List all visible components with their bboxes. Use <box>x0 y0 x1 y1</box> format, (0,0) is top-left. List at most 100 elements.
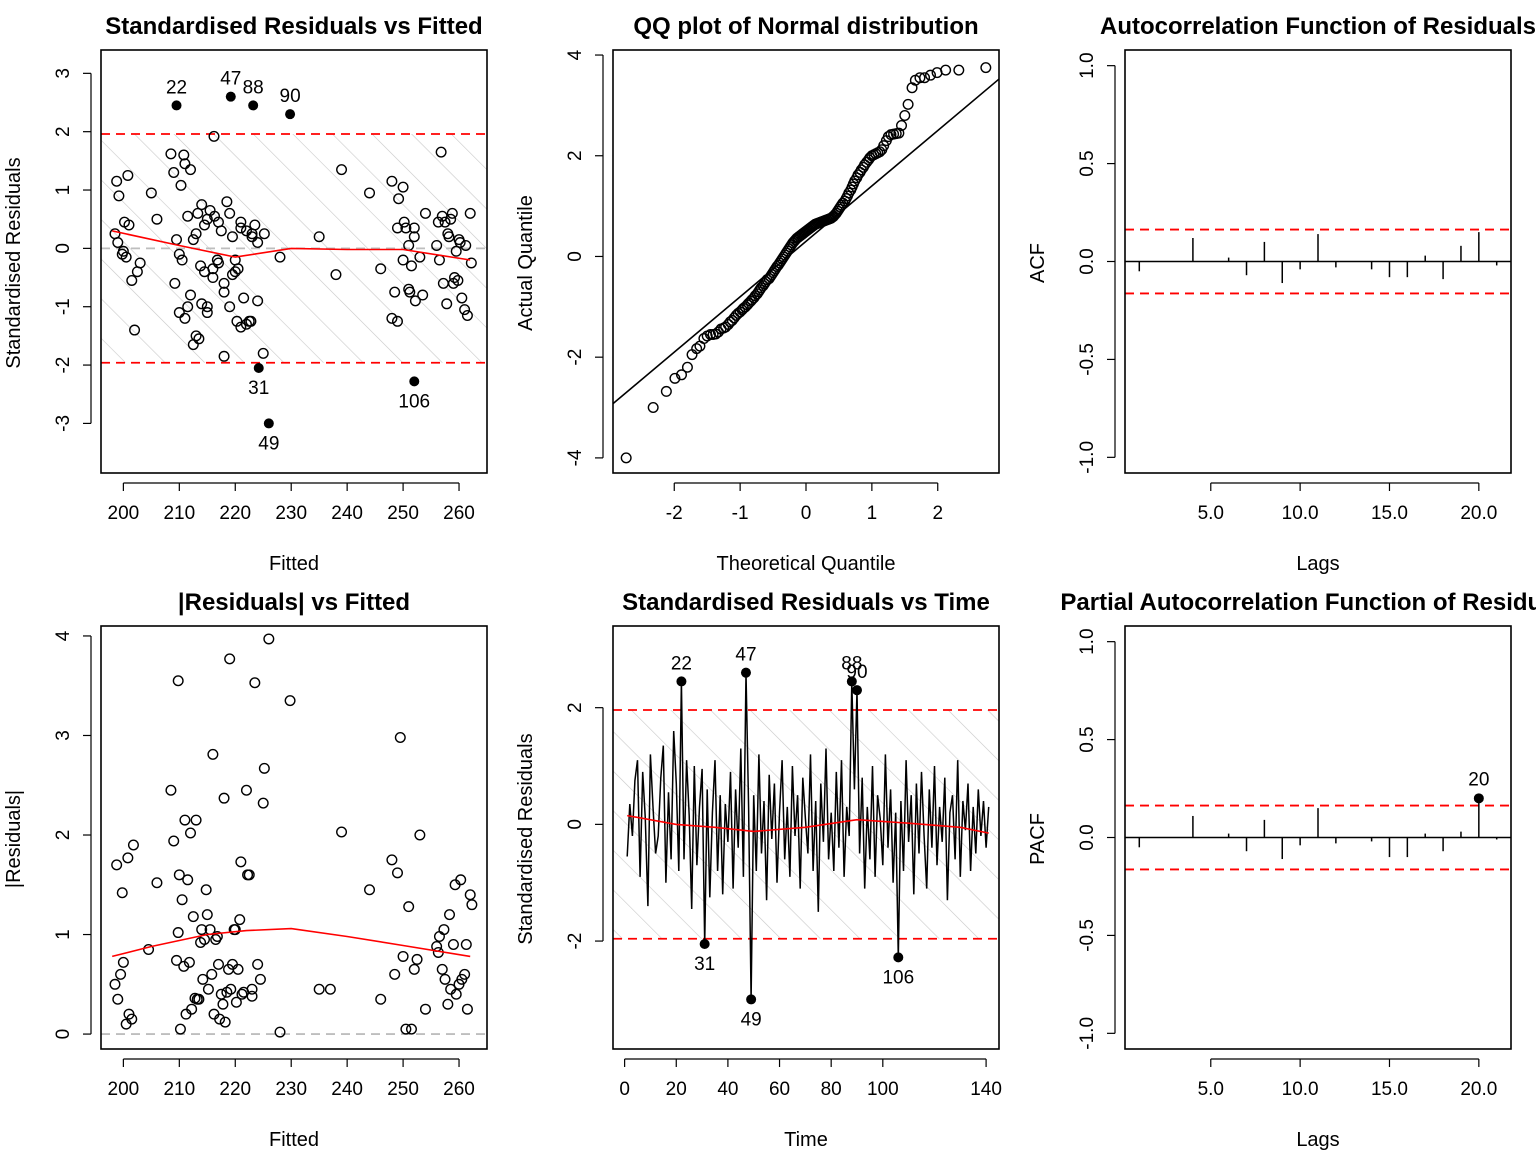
p1-point <box>126 274 138 286</box>
panel-4-title: |Residuals| vs Fitted <box>178 589 410 616</box>
p5-outlier-label: 90 <box>846 662 867 683</box>
p1-point <box>441 298 453 310</box>
p4-point <box>433 931 445 943</box>
p1-point <box>113 190 125 202</box>
p1-point <box>218 277 230 289</box>
p4-point <box>450 988 462 1000</box>
p2-point <box>906 82 918 94</box>
p4-point <box>414 829 426 841</box>
p4-point <box>143 943 155 955</box>
p4-point <box>189 992 201 1004</box>
p1-point <box>443 231 455 243</box>
p3-y-tick-label: 0.0 <box>1077 248 1098 274</box>
p1-point <box>134 257 146 269</box>
p2-y-tick-label: -4 <box>565 449 586 466</box>
p4-point <box>196 924 208 936</box>
p1-point <box>209 210 221 222</box>
p4-point <box>230 996 242 1008</box>
p4-point <box>185 827 197 839</box>
p4-point <box>459 968 471 980</box>
p3-y-tick-label: -0.5 <box>1077 343 1098 376</box>
p1-point <box>389 286 401 298</box>
p1-point <box>207 272 219 284</box>
p4-point <box>165 784 177 796</box>
p4-point <box>336 826 348 838</box>
panel-residuals-vs-fitted: Standardised Residuals vs Fitted Fitted … <box>3 13 488 575</box>
p5-smooth-line <box>627 814 989 834</box>
p3-x-tick-label: 20.0 <box>1460 503 1497 524</box>
p5-outlier-label: 49 <box>741 1009 762 1030</box>
p1-point <box>232 263 244 275</box>
p1-outlier-label: 88 <box>243 77 264 98</box>
p1-point <box>435 146 447 158</box>
p1-point <box>459 304 471 316</box>
p6-y-tick-label: 0.0 <box>1077 824 1098 850</box>
p4-point <box>375 993 387 1005</box>
panel-2-ylabel: Actual Quantile <box>515 195 537 331</box>
p4-point <box>234 914 246 926</box>
p4-x-tick-label: 200 <box>108 1079 140 1100</box>
p1-x-tick-label: 200 <box>108 503 140 524</box>
p1-point <box>229 266 241 278</box>
p4-point <box>190 814 202 826</box>
p4-point <box>400 1023 412 1035</box>
p4-point <box>210 934 222 946</box>
p4-point <box>408 963 420 975</box>
p5-outlier-label: 88 <box>841 653 862 674</box>
p1-point <box>460 239 472 251</box>
p4-point <box>218 792 230 804</box>
p1-point <box>226 269 238 281</box>
p4-point <box>126 1013 138 1025</box>
p6-x-tick-label: 5.0 <box>1198 1079 1224 1100</box>
p4-point <box>391 867 403 879</box>
p1-point <box>168 167 180 179</box>
p2-point <box>874 146 886 158</box>
p2-point <box>660 385 672 397</box>
p1-point <box>258 228 270 240</box>
p5-outlier-point <box>740 667 751 678</box>
p1-point <box>169 277 181 289</box>
p4-y-tick-label: 4 <box>53 630 74 641</box>
p1-x-tick-label: 220 <box>219 503 251 524</box>
p1-point <box>452 274 464 286</box>
p1-point <box>122 169 134 181</box>
p1-point <box>386 312 398 324</box>
p1-point <box>375 263 387 275</box>
panel-5-ylabel: Standardised Residuals <box>515 733 537 944</box>
p4-point <box>394 731 406 743</box>
p2-point <box>893 127 905 139</box>
panel-residuals-vs-time: Standardised Residuals vs Time Time Stan… <box>515 589 1002 1151</box>
p1-point <box>246 231 258 243</box>
p1-frame <box>100 49 488 474</box>
panel-1-ylabel: Standardised Residuals <box>3 157 25 368</box>
p5-x-tick-label: 20 <box>666 1079 687 1100</box>
p2-x-tick-label: -1 <box>732 503 749 524</box>
p4-point <box>214 1013 226 1025</box>
p4-point <box>168 835 180 847</box>
p4-point <box>455 874 467 886</box>
p1-point <box>465 257 477 269</box>
p5-outlier-label: 31 <box>694 954 715 975</box>
p4-smooth-line <box>112 927 471 958</box>
p1-point <box>185 164 197 176</box>
p4-point <box>466 899 478 911</box>
p1-point <box>179 312 191 324</box>
p4-point <box>223 963 235 975</box>
p1-point <box>201 301 213 313</box>
p1-point <box>252 295 264 307</box>
p4-point <box>403 901 415 913</box>
p1-smooth-line <box>112 230 471 261</box>
p1-point <box>405 260 417 272</box>
p2-point <box>722 318 734 330</box>
p4-x-tick-label: 230 <box>275 1079 307 1100</box>
p4-point <box>447 938 459 950</box>
p1-point <box>111 175 123 187</box>
p2-point <box>840 193 852 205</box>
p1-point <box>461 309 473 321</box>
p4-point <box>171 954 183 966</box>
panel-5-title: Standardised Residuals vs Time <box>622 589 990 616</box>
p5-y-tick-label: 2 <box>565 702 586 713</box>
p1-point <box>364 187 376 199</box>
